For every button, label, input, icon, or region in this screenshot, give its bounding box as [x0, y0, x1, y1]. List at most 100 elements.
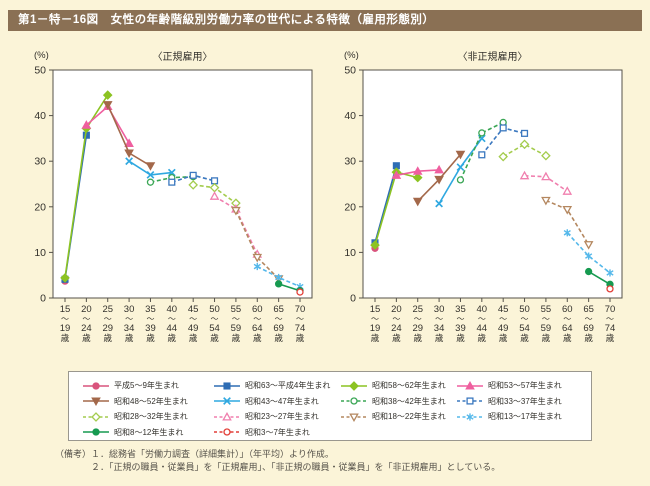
x-tick-label: 40: [477, 304, 488, 315]
data-point-x: [125, 157, 133, 166]
series-square-dashed: [478, 124, 529, 159]
data-point-square: [223, 382, 231, 390]
series-circle-dashed: [606, 285, 614, 293]
x-tick-label: 34: [124, 323, 135, 334]
x-tick-label: 45: [188, 304, 199, 315]
legend-label: 昭和28～32年生まれ: [114, 412, 188, 422]
legend-item: 昭和33～37年生まれ: [456, 396, 591, 407]
legend-marker-diamond: [83, 411, 109, 422]
legend-item: 昭和43～47年生まれ: [213, 396, 340, 407]
data-point-diamond: [541, 150, 551, 161]
data-point-asterisk: [563, 229, 571, 237]
x-tick-label: 歳: [435, 333, 444, 343]
legend-marker-triangle: [214, 411, 240, 421]
x-tick-label: 19: [370, 323, 381, 334]
data-point-triangle-down: [252, 253, 263, 263]
x-tick-label: 69: [273, 323, 284, 334]
data-point-square: [189, 171, 197, 179]
data-point-diamond: [498, 151, 509, 162]
legend-marker-diamond: [341, 380, 367, 391]
x-tick-label: 15: [370, 304, 381, 315]
x-tick-label: ～: [563, 315, 571, 324]
data-point-triangle: [209, 191, 220, 200]
x-tick-label: 歳: [584, 333, 593, 343]
data-point-square: [466, 397, 474, 405]
footnote-line-1: （備考）１．総務省「労働力調査（詳細集計）」（年平均）より作成。: [55, 449, 334, 459]
line-chart-nonregular-employment: 0102030405015～19歳20～24歳25～29歳30～34歳35～39…: [344, 65, 623, 343]
x-tick-label: 35: [455, 304, 466, 315]
y-tick-label: 30: [34, 156, 46, 168]
x-tick-label: 30: [124, 304, 135, 315]
legend-label: 平成5～9年生まれ: [114, 381, 179, 391]
data-point-x: [223, 397, 231, 406]
data-point-circle: [478, 129, 486, 137]
x-tick-label: ～: [211, 315, 219, 324]
x-tick-label: 歳: [232, 333, 241, 343]
data-point-triangle-down: [455, 150, 466, 160]
y-tick-label: 0: [40, 293, 46, 305]
x-tick-label: 60: [562, 304, 573, 315]
x-tick-label: ～: [371, 315, 379, 324]
data-point-diamond: [102, 90, 113, 100]
series-asterisk-dashed: [563, 229, 614, 277]
x-tick-label: ～: [414, 315, 422, 324]
x-tick-label: 69: [583, 323, 594, 334]
data-point-diamond: [519, 139, 530, 150]
legend: 平成5～9年生まれ 昭和63～平成4年生まれ 昭和58～62年生まれ 昭和53～57年…: [68, 371, 592, 441]
x-tick-label: 歳: [499, 333, 508, 343]
y-tick-label: 20: [34, 201, 46, 213]
x-tick-label: ～: [392, 315, 400, 324]
x-tick-label: 49: [498, 323, 509, 334]
x-tick-label: ～: [606, 315, 614, 324]
x-tick-label: ～: [146, 315, 154, 324]
x-tick-label: ～: [585, 315, 593, 324]
series-line: [214, 195, 259, 255]
legend-label: 昭和23～27年生まれ: [245, 412, 319, 422]
x-tick-label: 歳: [478, 333, 487, 343]
x-tick-label: 54: [209, 323, 220, 334]
x-tick-label: 25: [412, 304, 423, 315]
data-point-asterisk: [606, 269, 614, 277]
chart-subtitle-regular: 〈正規雇用〉: [152, 52, 213, 63]
figure-title: 第1－特－16図 女性の年齢階級別労働力率の世代による特徴（雇用形態別）: [18, 14, 435, 26]
x-tick-label: 45: [498, 304, 509, 315]
data-point-triangle-down: [541, 196, 551, 206]
y-tick-label: 50: [34, 65, 46, 77]
data-point-triangle: [541, 171, 551, 181]
x-tick-label: 30: [434, 304, 445, 315]
y-tick-label: 40: [34, 110, 46, 122]
data-point-triangle-down: [562, 205, 573, 215]
x-tick-label: ～: [125, 315, 133, 324]
data-point-diamond: [370, 240, 380, 250]
legend-item: 昭和23～27年生まれ: [213, 411, 340, 422]
x-tick-label: 19: [60, 323, 71, 334]
data-point-x: [435, 199, 443, 208]
data-point-triangle: [391, 170, 402, 179]
x-tick-label: 54: [519, 323, 530, 334]
legend-label: 昭和53～57年生まれ: [488, 381, 562, 391]
legend-marker-circle: [83, 428, 109, 436]
x-tick-label: ～: [275, 315, 283, 324]
series-line: [502, 143, 547, 158]
x-tick-label: ～: [168, 315, 176, 324]
data-point-square: [168, 178, 176, 186]
series-line: [235, 210, 280, 280]
y-tick-label: 10: [344, 247, 356, 259]
x-tick-label: 歳: [542, 333, 551, 343]
x-tick-label: ～: [189, 315, 197, 324]
y-axis-unit-left: (%): [34, 50, 49, 61]
legend-label: 昭和58～62年生まれ: [372, 381, 446, 391]
data-point-circle: [92, 428, 100, 436]
y-tick-label: 10: [34, 247, 46, 259]
data-point-triangle: [222, 411, 232, 421]
plot-area: [362, 69, 623, 299]
legend-label: 昭和8～12年生まれ: [114, 427, 184, 437]
x-tick-label: 70: [605, 304, 616, 315]
legend-marker-circle: [83, 382, 109, 390]
legend-marker-triangle: [457, 380, 483, 390]
legend-marker-square: [457, 397, 483, 405]
legend-label: 昭和33～37年生まれ: [488, 396, 562, 406]
series-line: [459, 121, 504, 181]
data-point-triangle-down: [412, 197, 423, 207]
y-tick-label: 30: [344, 156, 356, 168]
